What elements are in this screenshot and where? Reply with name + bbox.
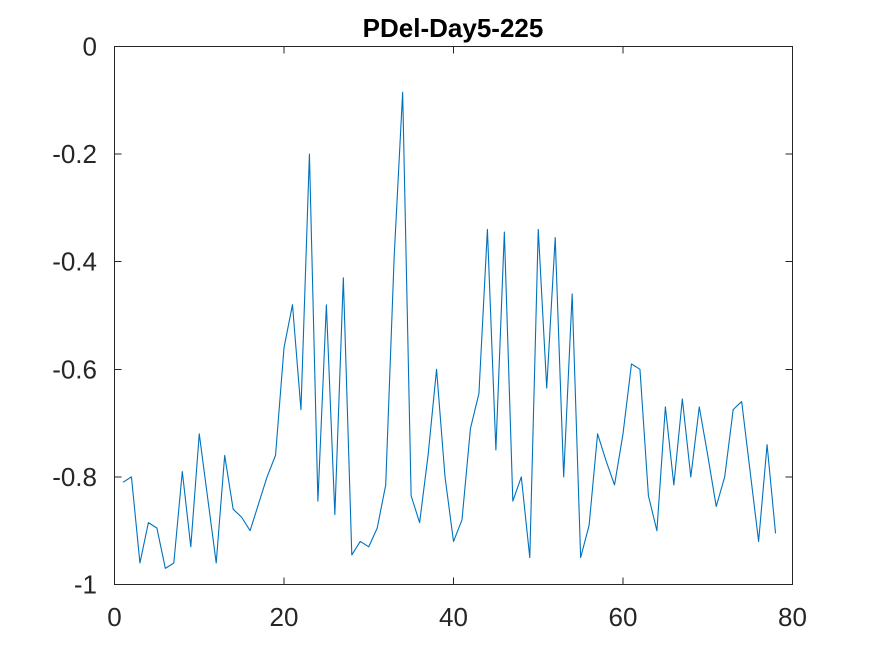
y-tick-label: -1 (74, 570, 97, 600)
y-tick-label: -0.4 (52, 247, 97, 277)
series-group (122, 91, 777, 569)
axis-tick-labels: 0 20 40 60 80 -1 -0.8 -0.6 -0.4 -0.2 0 (52, 32, 807, 633)
axis-ticks (114, 46, 793, 585)
y-tick-label: -0.6 (52, 354, 97, 384)
x-tick-label: 20 (270, 602, 299, 632)
x-tick-label: 80 (778, 602, 807, 632)
x-tick-label: 0 (107, 602, 121, 632)
y-tick-label: -0.8 (52, 462, 97, 492)
y-tick-label: 0 (83, 32, 97, 62)
chart-title: PDel-Day5-225 (363, 13, 544, 43)
x-tick-label: 40 (439, 602, 468, 632)
series-line (122, 91, 777, 569)
y-tick-label: -0.2 (52, 139, 97, 169)
x-tick-label: 60 (609, 602, 638, 632)
